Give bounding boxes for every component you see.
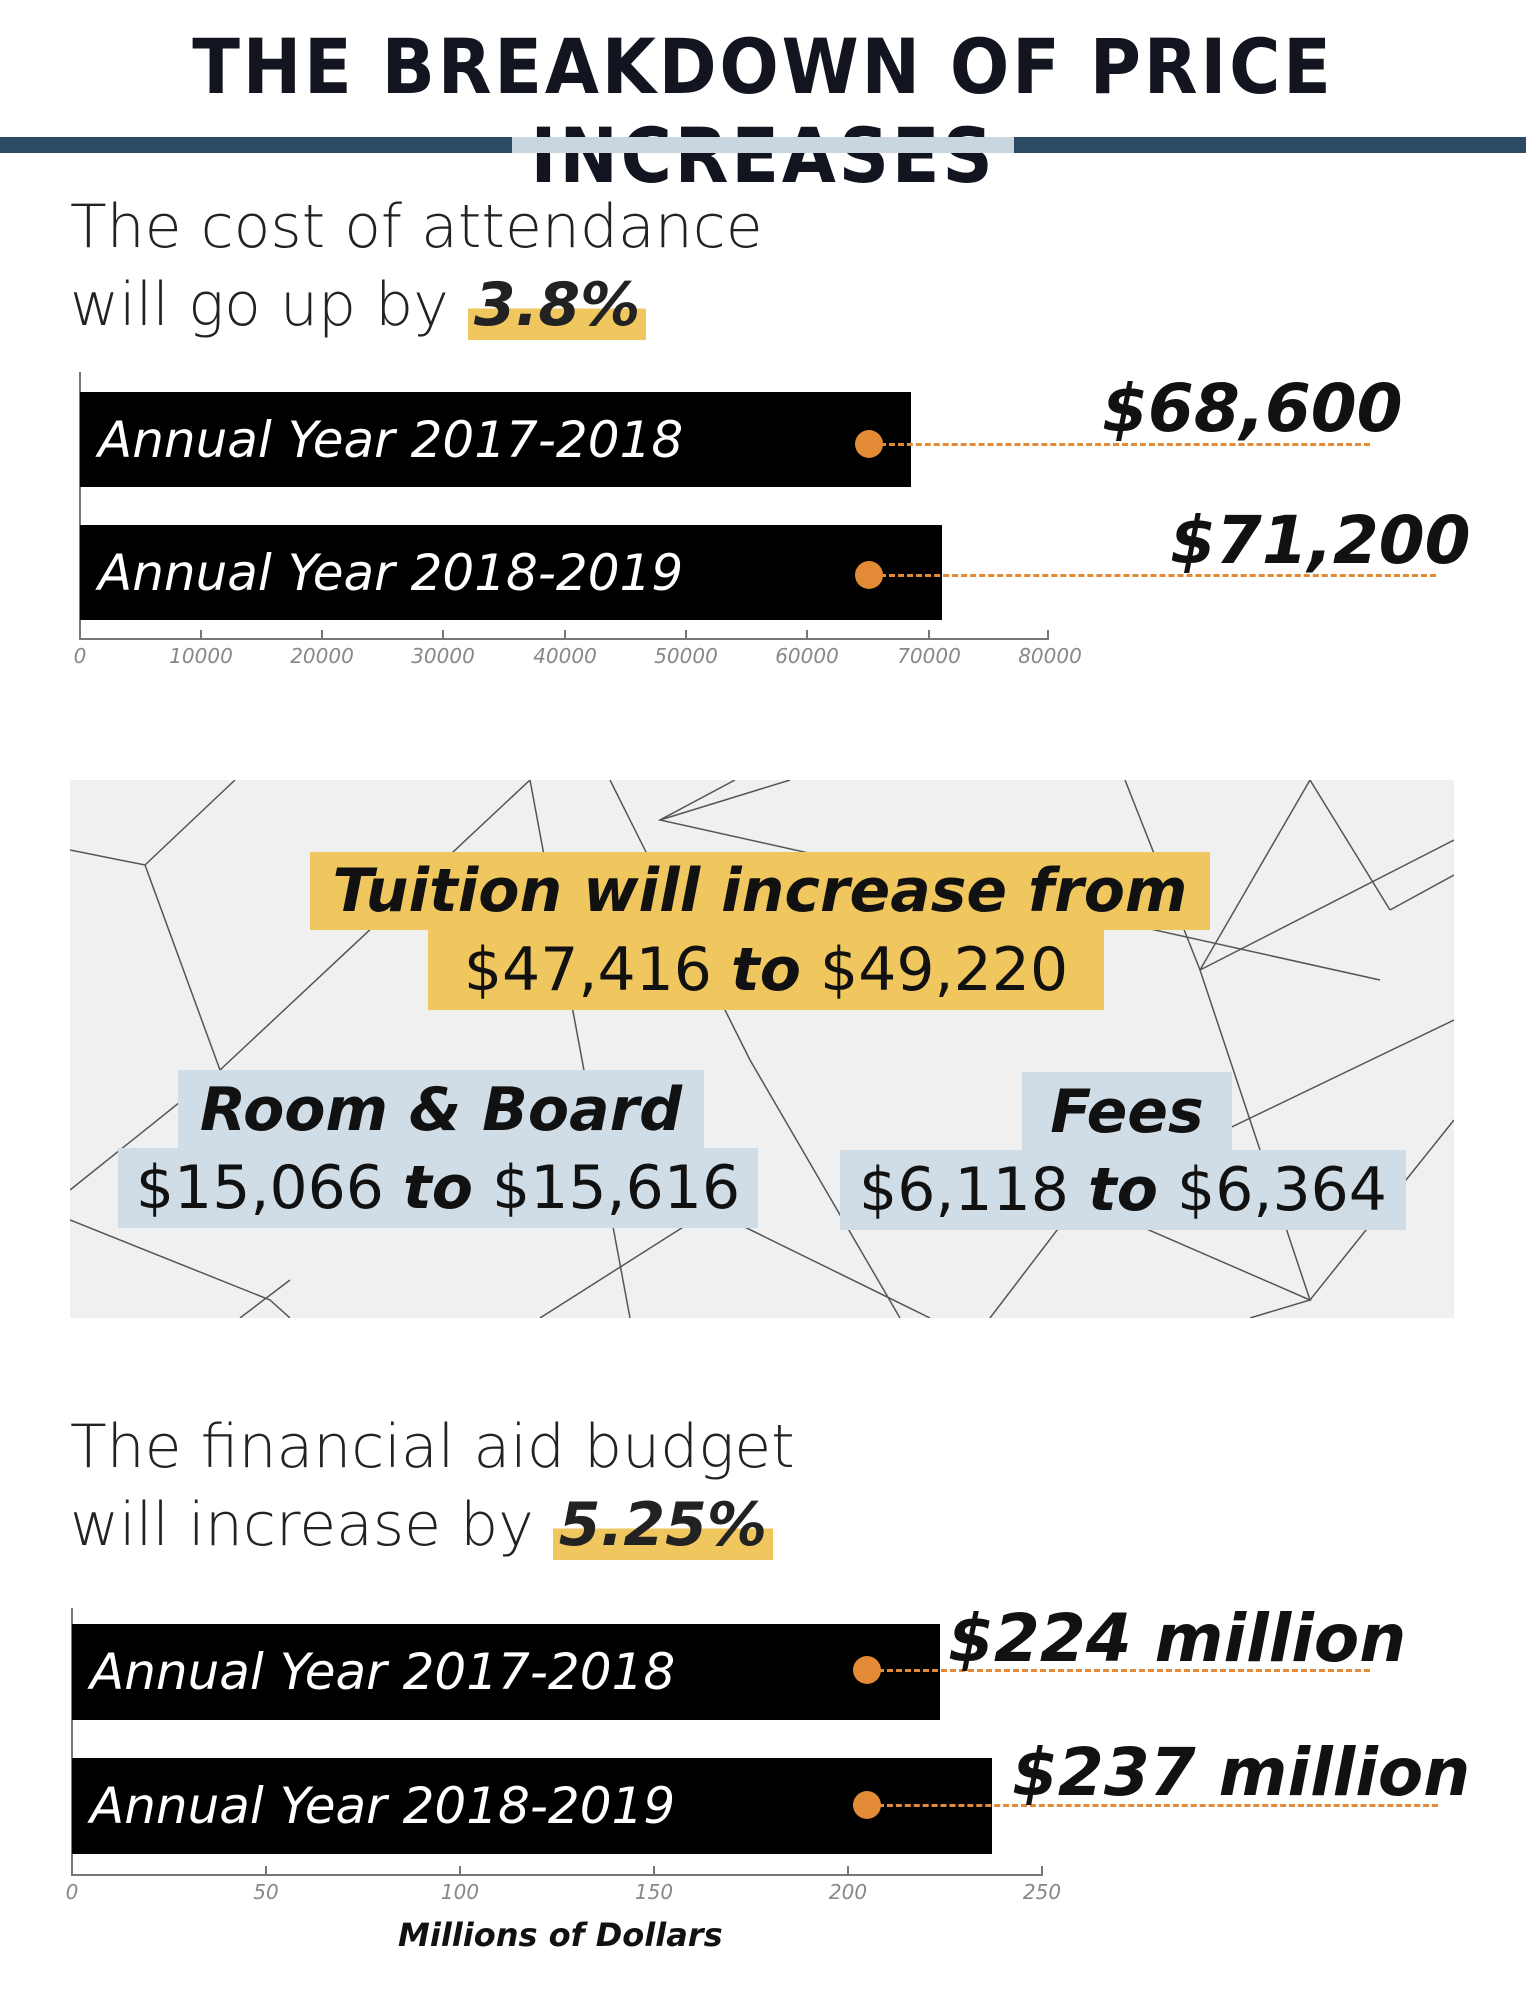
price-breakdown-panel: Tuition will increase from $47,416 to $4… [70,780,1454,1318]
room-values-highlight [118,1148,758,1228]
chart1-tick-label: 20000 [290,644,354,668]
chart1-tick [321,630,323,640]
chart1-leader-2018 [880,574,1436,577]
financial-aid-intro-line1: The financial aid budget [70,1412,795,1482]
chart2-x-axis [71,1874,1043,1876]
chart1-tick [564,630,566,640]
chart2-tick [265,1866,267,1876]
chart1-tick-label: 30000 [411,644,475,668]
header-rule-middle [512,137,1014,153]
fees-values: $6,118 to $6,364 [859,1155,1387,1225]
chart2-bar-2018-label: Annual Year 2018-2019 [90,1777,676,1835]
chart1-tick [1047,630,1049,640]
attendance-intro-line1: The cost of attendance [70,192,763,262]
tuition-heading: Tuition will increase from [332,856,1188,926]
tuition-to: $49,220 [820,935,1069,1005]
chart1-tick-label: 80000 [1018,644,1082,668]
chart2-leader-2017 [878,1669,1370,1672]
chart2-value-2017: $224 million [948,1600,1407,1677]
chart1-bar-2017-label: Annual Year 2017-2018 [98,410,684,469]
chart1-tick-label: 50000 [654,644,718,668]
chart1-tick-label: 60000 [775,644,839,668]
chart2-tick [847,1866,849,1876]
financial-aid-intro: The financial aid budget will increase b… [70,1408,795,1564]
chart1-tick [806,630,808,640]
fees-values-highlight [840,1150,1406,1230]
tuition-values: $47,416 to $49,220 [463,935,1069,1005]
chart1-tick-label: 10000 [169,644,233,668]
chart2-tick-label: 250 [1022,1880,1062,1904]
chart1-marker-2017 [855,430,883,458]
chart1-tick-label: 70000 [897,644,961,668]
chart1-y-axis [79,372,81,640]
chart1-bar-2017: Annual Year 2017-2018 [80,392,911,487]
chart2-tick-label: 150 [634,1880,674,1904]
chart2-tick [459,1866,461,1876]
chart1-tick [442,630,444,640]
chart1-value-2018: $71,200 [1170,502,1471,579]
page-title: THE BREAKDOWN OF PRICE INCREASES [192,22,1334,200]
chart2-tick-label: 100 [440,1880,480,1904]
header-rule-right [1014,137,1526,153]
chart2-bar-2018: Annual Year 2018-2019 [72,1758,992,1854]
chart2-tick [1041,1866,1043,1876]
financial-aid-intro-line2: will increase by 5.25% [70,1486,795,1564]
header-rule-left [0,137,512,153]
chart1-leader-2017 [880,443,1370,446]
room-heading-highlight [178,1070,704,1148]
chart1-tick [928,630,930,640]
chart2-tick-label: 50 [253,1880,279,1904]
chart2-bar-2017: Annual Year 2017-2018 [72,1624,940,1720]
chart1-tick-label: 0 [73,644,87,668]
fees-heading-highlight [1022,1072,1232,1150]
chart2-leader-2018 [878,1804,1438,1807]
attendance-intro: The cost of attendance will go up by 3.8… [70,188,763,344]
tuition-heading-highlight [310,852,1210,930]
chart2-value-2018: $237 million [1012,1734,1471,1811]
room-board-heading: Room & Board [199,1075,683,1145]
attendance-percent-highlight: 3.8% [467,270,647,340]
chart1-tick [200,630,202,640]
tuition-from: $47,416 [463,935,712,1005]
chart2-tick [653,1866,655,1876]
attendance-intro-line2: will go up by 3.8% [70,266,763,344]
chart2-tick-label: 200 [828,1880,868,1904]
chart1-marker-2018 [855,561,883,589]
chart1-tick-label: 40000 [533,644,597,668]
chart2-marker-2018 [853,1791,881,1819]
chart2-bar-2017-label: Annual Year 2017-2018 [90,1643,676,1701]
chart2-y-axis [71,1608,73,1876]
chart1-tick [685,630,687,640]
chart1-bar-2018-label: Annual Year 2018-2019 [98,543,684,602]
financial-aid-percent-highlight: 5.25% [552,1490,773,1560]
room-board-values: $15,066 to $15,616 [135,1153,741,1223]
fees-heading: Fees [1050,1077,1204,1147]
tuition-values-highlight [428,930,1104,1010]
chart2-tick-label: 0 [65,1880,79,1904]
chart2-x-axis-label: Millions of Dollars [398,1916,723,1954]
chart1-value-2017: $68,600 [1102,370,1403,447]
chart1-bar-2018: Annual Year 2018-2019 [80,525,942,620]
chart2-marker-2017 [853,1656,881,1684]
